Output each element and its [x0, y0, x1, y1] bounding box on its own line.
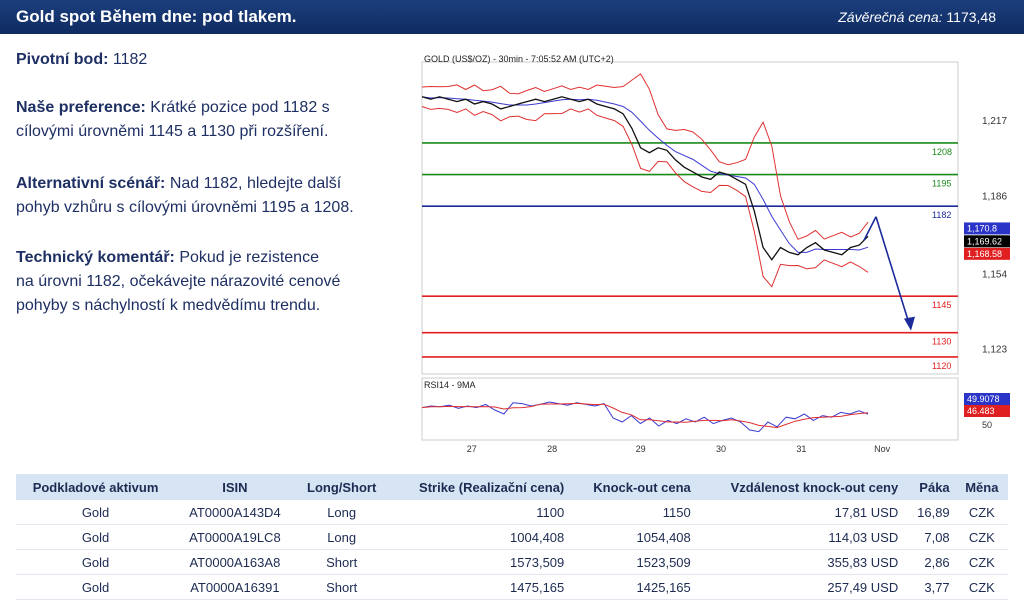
- rsi-panel-frame: [421, 377, 959, 441]
- cell-underlying: Gold: [16, 549, 176, 575]
- pivot-block: Pivotní bod: 1182: [16, 48, 401, 72]
- chart-title: GOLD (US$/OZ) - 30min - 7:05:52 AM (UTC+…: [424, 54, 614, 64]
- x-tick-label: 28: [547, 444, 557, 454]
- cell-currency: CZK: [955, 524, 1008, 550]
- projection-arrow-head: [904, 316, 915, 331]
- moving-average-line: [421, 96, 869, 253]
- projection-arrow-start: [863, 216, 877, 241]
- cell-strike: 1573,509: [388, 549, 571, 575]
- cell-direction: Long: [294, 500, 389, 525]
- cell-direction: Long: [294, 524, 389, 550]
- cell-leverage: 2,86: [904, 549, 956, 575]
- rsi-y-tick: 50: [982, 420, 992, 430]
- col-isin: ISIN: [175, 474, 295, 500]
- closing-price-value: 1173,48: [946, 9, 996, 25]
- cell-strike: 1100: [388, 500, 571, 525]
- x-tick-label: 27: [467, 444, 477, 454]
- cell-underlying: Gold: [16, 524, 176, 550]
- col-underlying: Podkladové aktivum: [16, 474, 176, 500]
- cell-currency: CZK: [955, 500, 1008, 525]
- cell-distance: 355,83 USD: [696, 549, 905, 575]
- lower-band-line: [421, 106, 869, 288]
- closing-price: Závěrečná cena: 1173,48: [838, 9, 996, 25]
- technical-text-2: na úrovni 1182, očekávejte nárazovité ce…: [16, 273, 341, 290]
- closing-price-label: Závěrečná cena:: [838, 9, 943, 25]
- cell-distance: 114,03 USD: [696, 524, 905, 550]
- cell-distance: 17,81 USD: [696, 500, 905, 525]
- level-label-1145: 1145: [932, 300, 951, 310]
- level-label-1208: 1208: [932, 147, 952, 157]
- rsi-ma-line: [421, 402, 869, 429]
- rsi-tag-box: [964, 393, 1010, 405]
- cell-knockout: 1150: [570, 500, 697, 525]
- table-row: Gold AT0000A163A8 Short 1573,509 1523,50…: [16, 549, 1008, 575]
- table-header-row: Podkladové aktivum ISIN Long/Short Strik…: [16, 474, 1008, 500]
- products-table: Podkladové aktivum ISIN Long/Short Strik…: [16, 474, 1008, 600]
- cell-isin: AT0000A163A8: [175, 549, 295, 575]
- rsi-title: RSI14 - 9MA: [424, 380, 476, 390]
- x-tick-label: 29: [636, 444, 646, 454]
- cell-knockout: 1523,509: [570, 549, 697, 575]
- alternative-text-1: Nad 1182, hledejte další: [169, 175, 342, 192]
- projection-arrow: [875, 216, 911, 327]
- preference-block: Naše preference: Krátké pozice pod 1182 …: [16, 96, 401, 144]
- y-tick-label: 1,123: [982, 345, 1007, 356]
- col-currency: Měna: [955, 474, 1008, 500]
- cell-strike: 1004,408: [388, 524, 571, 550]
- cell-direction: Short: [294, 549, 389, 575]
- y-tick-label: 1,154: [982, 269, 1007, 280]
- table-row: Gold AT0000A143D4 Long 1100 1150 17,81 U…: [16, 500, 1008, 525]
- level-label-1130: 1130: [932, 337, 951, 347]
- header-bar: Gold spot Během dne: pod tlakem. Závěreč…: [0, 0, 1024, 34]
- rsi-tag-label: 46.483: [967, 406, 995, 416]
- upper-band-line: [421, 73, 869, 240]
- rsi-tag-label: 49.9078: [967, 394, 1000, 404]
- rsi-line: [421, 401, 869, 433]
- price-tag-label: 1,168.58: [967, 249, 1002, 259]
- price-tag-box: [964, 222, 1010, 235]
- cell-underlying: Gold: [16, 500, 176, 525]
- pivot-value: 1182: [112, 51, 148, 68]
- technical-text-3: pohyby s náchylností k medvědímu trendu.: [16, 297, 321, 314]
- level-label-1195: 1195: [932, 179, 951, 189]
- page-title: Gold spot Během dne: pod tlakem.: [16, 7, 297, 26]
- cell-leverage: 7,08: [904, 524, 956, 550]
- y-tick-label: 1,186: [982, 191, 1007, 202]
- y-tick-label: 1,217: [982, 116, 1007, 127]
- alternative-label: Alternativní scénář:: [16, 175, 166, 192]
- col-distance: Vzdálenost knock-out ceny: [696, 474, 905, 500]
- level-label-1120: 1120: [932, 361, 951, 371]
- alternative-block: Alternativní scénář: Nad 1182, hledejte …: [16, 172, 401, 220]
- price-tag-box: [964, 235, 1010, 248]
- technical-text-1: Pokud je rezistence: [179, 249, 319, 266]
- price-panel-frame: [421, 61, 959, 375]
- price-line: [421, 96, 869, 261]
- alternative-text-2: pohyb vzhůru s cílovými úrovněmi 1195 a …: [16, 199, 354, 216]
- cell-currency: CZK: [955, 549, 1008, 575]
- cell-knockout: 1054,408: [570, 524, 697, 550]
- x-tick-label: 31: [796, 444, 806, 454]
- level-label-1182: 1182: [932, 210, 951, 220]
- preference-text-1: Krátké pozice pod 1182 s: [150, 99, 330, 116]
- gold-price-chart: GOLD (US$/OZ) - 30min - 7:05:52 AM (UTC+…: [421, 54, 1010, 454]
- rsi-tag-box: [964, 405, 1010, 417]
- col-direction: Long/Short: [294, 474, 389, 500]
- cell-isin: AT0000A143D4: [175, 500, 295, 525]
- preference-label: Naše preference:: [16, 99, 146, 116]
- table-row: Gold AT0000A19LC8 Long 1004,408 1054,408…: [16, 524, 1008, 550]
- cell-leverage: 16,89: [904, 500, 956, 525]
- x-tick-label: 30: [716, 444, 726, 454]
- col-knockout: Knock-out cena: [570, 474, 697, 500]
- col-leverage: Páka: [904, 474, 956, 500]
- cell-isin: AT0000A19LC8: [175, 524, 295, 550]
- pivot-label: Pivotní bod:: [16, 51, 109, 68]
- preference-text-2: cílovými úrovněmi 1145 a 1130 při rozšíř…: [16, 123, 329, 140]
- price-tag-label: 1,169.62: [967, 236, 1002, 246]
- col-strike: Strike (Realizační cena): [388, 474, 571, 500]
- technical-label: Technický komentář:: [16, 249, 175, 266]
- x-tick-label: Nov: [874, 444, 891, 454]
- price-tag-box: [964, 247, 1010, 260]
- technical-block: Technický komentář: Pokud je rezistence …: [16, 246, 401, 318]
- price-tag-label: 1,170.8: [967, 223, 997, 233]
